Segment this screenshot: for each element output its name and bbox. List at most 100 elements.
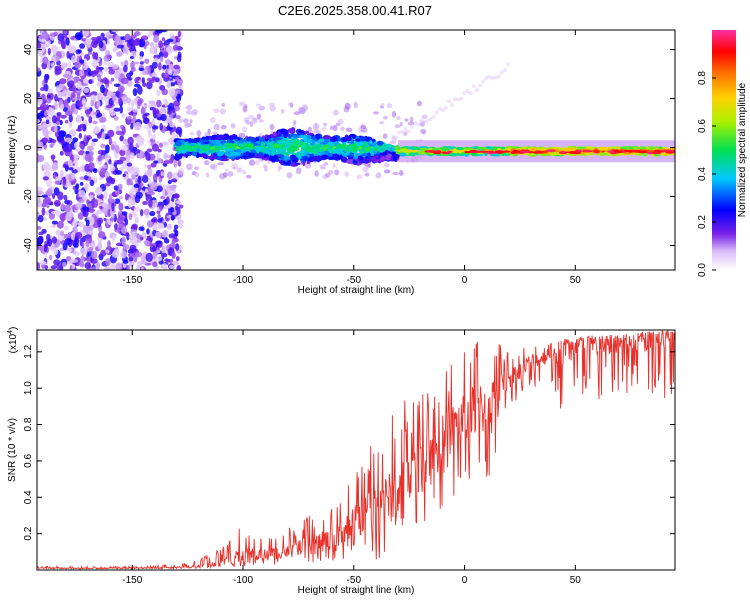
heatmap-cell <box>258 105 266 111</box>
heatmap-cell <box>166 223 173 230</box>
heatmap-cell <box>175 200 182 205</box>
heatmap-cell <box>410 146 415 150</box>
heatmap-cell <box>119 135 124 142</box>
heatmap-cell <box>150 181 158 191</box>
heatmap-cell <box>74 232 83 239</box>
heatmap-cell <box>248 152 255 156</box>
heatmap-cell <box>593 149 601 154</box>
heatmap-cell <box>61 90 69 98</box>
heatmap-cell <box>155 231 162 239</box>
heatmap-cell <box>391 110 397 118</box>
heatmap-cell <box>142 174 149 183</box>
heatmap-cell <box>77 212 84 221</box>
heatmap-cell <box>115 125 121 130</box>
heatmap-cell <box>137 85 143 95</box>
y-tick-label: 1.0 <box>23 381 34 395</box>
heatmap-cell <box>168 87 176 97</box>
heatmap-cell <box>422 119 427 124</box>
heatmap-cell <box>108 80 113 85</box>
heatmap-cell <box>72 84 77 92</box>
heatmap-cell <box>105 144 110 154</box>
heatmap-cell <box>431 114 436 119</box>
heatmap-cell <box>522 146 528 150</box>
heatmap-cell <box>314 170 319 177</box>
heatmap-cell <box>84 262 91 269</box>
heatmap-cell <box>214 136 220 141</box>
heatmap-cell <box>37 97 43 106</box>
heatmap-cell <box>301 104 309 112</box>
heatmap-cell <box>481 79 486 84</box>
heatmap-cell <box>81 241 85 248</box>
colorbar-scale <box>712 30 736 270</box>
heatmap-cell <box>128 261 135 267</box>
snr-frame <box>36 329 676 571</box>
heatmap-cell <box>61 261 67 267</box>
heatmap-cell <box>189 138 196 143</box>
heatmap-cell <box>144 188 149 193</box>
heatmap-cell <box>37 261 41 270</box>
heatmap-cell <box>142 200 148 206</box>
heatmap-cell <box>51 139 57 144</box>
heatmap-cell <box>416 122 421 127</box>
heatmap-cell <box>53 247 59 256</box>
heatmap-cell <box>92 127 100 134</box>
heatmap-cell <box>63 98 69 108</box>
heatmap-cell <box>189 119 193 124</box>
heatmap-cell <box>422 131 426 135</box>
heatmap-cell <box>465 89 470 94</box>
heatmap-cell <box>130 170 135 175</box>
heatmap-cell <box>337 118 344 125</box>
heatmap-cell <box>178 145 184 151</box>
heatmap-cell <box>133 31 141 37</box>
heatmap-cell <box>109 264 115 270</box>
heatmap-cell <box>175 243 180 251</box>
heatmap-cell <box>412 120 417 125</box>
heatmap-cell <box>77 49 82 54</box>
heatmap-cell <box>313 143 321 147</box>
x-tick-label: 50 <box>570 275 582 286</box>
heatmap-cell <box>395 147 403 150</box>
heatmap-cell <box>145 252 153 262</box>
heatmap-cell <box>96 100 101 109</box>
heatmap-cell <box>113 185 119 191</box>
heatmap-cell <box>142 117 150 124</box>
heatmap-cell <box>118 97 122 105</box>
heatmap-cell <box>271 148 277 152</box>
heatmap-cell <box>353 101 358 108</box>
heatmap-cell <box>46 188 53 197</box>
heatmap-cell <box>447 99 452 104</box>
heatmap-cell <box>213 108 220 114</box>
heatmap-cell <box>176 154 183 160</box>
heatmap-cell <box>88 246 94 252</box>
colorbar-tick-label: 0.4 <box>697 167 708 181</box>
x-tick-label: 50 <box>570 575 582 586</box>
heatmap-cell <box>211 149 216 154</box>
heatmap-cell <box>54 93 59 102</box>
heatmap-cell <box>123 64 128 73</box>
heatmap-cell <box>149 210 156 217</box>
heatmap-cell <box>37 67 41 72</box>
heatmap-cell <box>63 30 68 35</box>
heatmap-cell <box>38 231 44 236</box>
heatmap-cell <box>258 151 263 156</box>
heatmap-cell <box>60 103 65 110</box>
heatmap-cell <box>373 111 379 115</box>
heatmap-cell <box>127 115 132 120</box>
heatmap-cell <box>122 243 130 250</box>
heatmap-cell <box>68 129 77 137</box>
heatmap-cell <box>392 171 399 176</box>
heatmap-cell <box>367 164 371 168</box>
heatmap-cell <box>62 163 68 169</box>
x-tick-label: -50 <box>347 575 362 586</box>
heatmap-cell <box>37 112 44 118</box>
heatmap-cell <box>61 138 65 146</box>
x-tick-label: -150 <box>122 275 142 286</box>
heatmap-cell <box>311 155 320 162</box>
heatmap-cell <box>74 142 79 149</box>
heatmap-cell <box>108 68 116 75</box>
heatmap-cell <box>168 233 176 239</box>
heatmap-cell <box>65 143 73 153</box>
heatmap-cell <box>436 150 442 153</box>
heatmap-cell <box>258 119 264 123</box>
